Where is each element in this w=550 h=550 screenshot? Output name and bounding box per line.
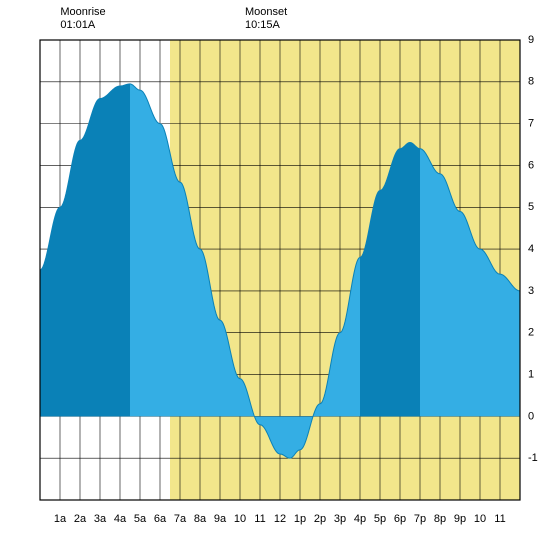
y-tick-label: 4 [528,243,534,255]
x-tick-label: 10 [234,513,246,525]
moonrise-time: 01:01A [60,19,105,32]
x-tick-label: 1p [294,513,306,525]
x-tick-label: 12 [274,513,286,525]
x-tick-label: 7a [174,513,187,525]
x-tick-label: 6p [394,513,406,525]
x-tick-label: 4a [114,513,127,525]
x-tick-label: 8a [194,513,207,525]
x-tick-label: 2a [74,513,87,525]
x-tick-label: 5p [374,513,386,525]
y-tick-label: 7 [528,118,534,130]
x-tick-label: 9a [214,513,227,525]
tide-chart: -101234567891a2a3a4a5a6a7a8a9a1011121p2p… [0,0,550,550]
x-tick-label: 3a [94,513,107,525]
y-tick-label: 2 [528,327,534,339]
y-tick-label: 0 [528,410,534,422]
x-tick-label: 11 [254,513,265,525]
moonrise-label: Moonrise 01:01A [60,6,105,32]
x-tick-label: 1a [54,513,67,525]
x-tick-label: 7p [414,513,426,525]
y-tick-label: -1 [528,452,538,464]
moonset-title: Moonset [245,6,287,19]
x-tick-label: 2p [314,513,326,525]
moonrise-title: Moonrise [60,6,105,19]
x-tick-label: 11 [494,513,505,525]
x-tick-label: 6a [154,513,167,525]
y-tick-label: 5 [528,201,534,213]
x-tick-label: 9p [454,513,466,525]
x-tick-label: 8p [434,513,446,525]
x-tick-label: 4p [354,513,366,525]
x-tick-label: 3p [334,513,346,525]
y-tick-label: 8 [528,76,534,88]
x-tick-label: 5a [134,513,147,525]
y-tick-label: 6 [528,159,534,171]
moonset-label: Moonset 10:15A [245,6,287,32]
x-tick-label: 10 [474,513,486,525]
chart-svg: -101234567891a2a3a4a5a6a7a8a9a1011121p2p… [0,0,550,550]
moonset-time: 10:15A [245,19,287,32]
y-tick-label: 3 [528,285,534,297]
y-tick-label: 9 [528,34,534,46]
y-tick-label: 1 [528,368,534,380]
